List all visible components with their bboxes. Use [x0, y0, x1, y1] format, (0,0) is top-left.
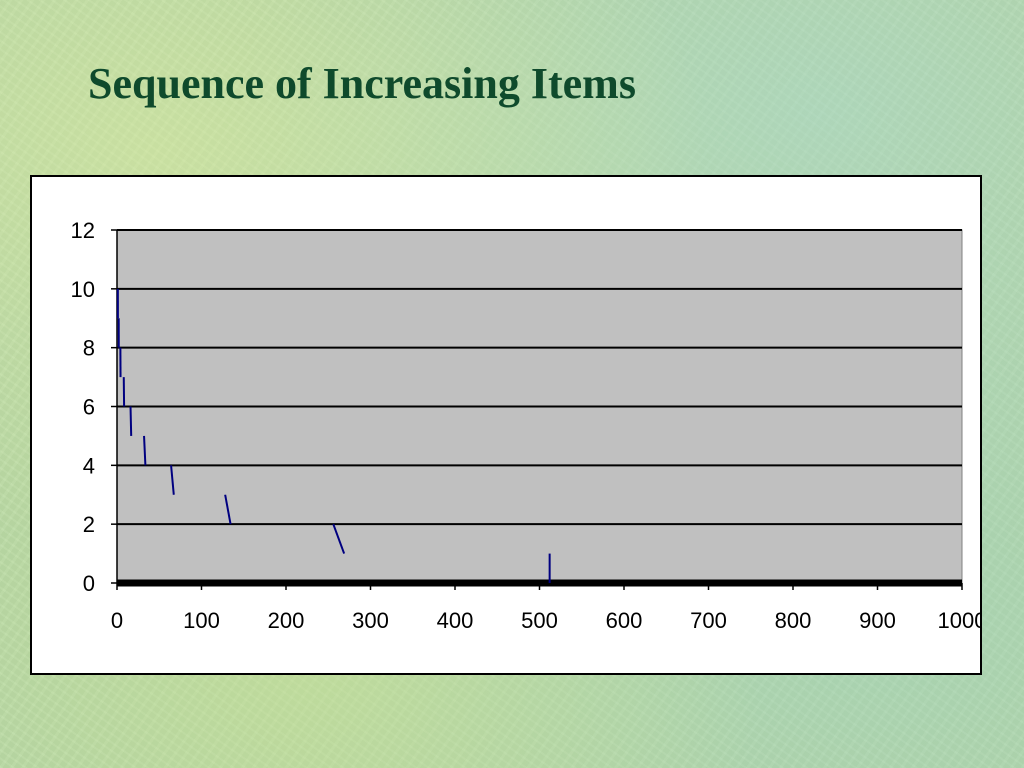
- slide-title: Sequence of Increasing Items: [88, 59, 636, 108]
- x-tick-label: 1000: [938, 608, 980, 633]
- y-tick-label: 0: [83, 571, 95, 596]
- x-tick-label: 400: [437, 608, 474, 633]
- data-point-5: [143, 435, 147, 466]
- x-tick-label: 700: [690, 608, 727, 633]
- y-tick-label: 12: [71, 218, 95, 243]
- x-tick-label: 200: [268, 608, 305, 633]
- data-point-8: [332, 523, 346, 554]
- x-tick-label: 500: [521, 608, 558, 633]
- y-tick-label: 10: [71, 277, 95, 302]
- data-point-6: [170, 465, 175, 495]
- gridlines: [117, 229, 962, 526]
- y-tick-label: 8: [83, 336, 95, 361]
- data-point-7: [224, 494, 232, 525]
- x-tick-label: 300: [352, 608, 389, 633]
- x-tick-label: 600: [606, 608, 643, 633]
- axes: [111, 229, 963, 590]
- x-tick-label: 0: [111, 608, 123, 633]
- data-marks: [116, 288, 551, 583]
- data-point-4: [129, 406, 133, 436]
- y-tick-label: 2: [83, 512, 95, 537]
- x-tick-label: 100: [183, 608, 220, 633]
- y-axis-tick-labels: 0 2 4 6 8 10 12: [71, 218, 95, 596]
- x-tick-label: 900: [859, 608, 896, 633]
- y-tick-label: 6: [83, 395, 95, 420]
- chart-frame: 0 2 4 6 8 10 12 0 100 200 300 400 500 600 700 800 900 10…: [30, 175, 982, 675]
- x-axis-tick-labels: 0 100 200 300 400 500 600 700 800 900 1000: [111, 608, 980, 633]
- chart-svg: 0 2 4 6 8 10 12 0 100 200 300 400 500 600 700 800 900 10…: [71, 218, 980, 633]
- x-tick-label: 800: [775, 608, 812, 633]
- y-tick-label: 4: [83, 453, 95, 478]
